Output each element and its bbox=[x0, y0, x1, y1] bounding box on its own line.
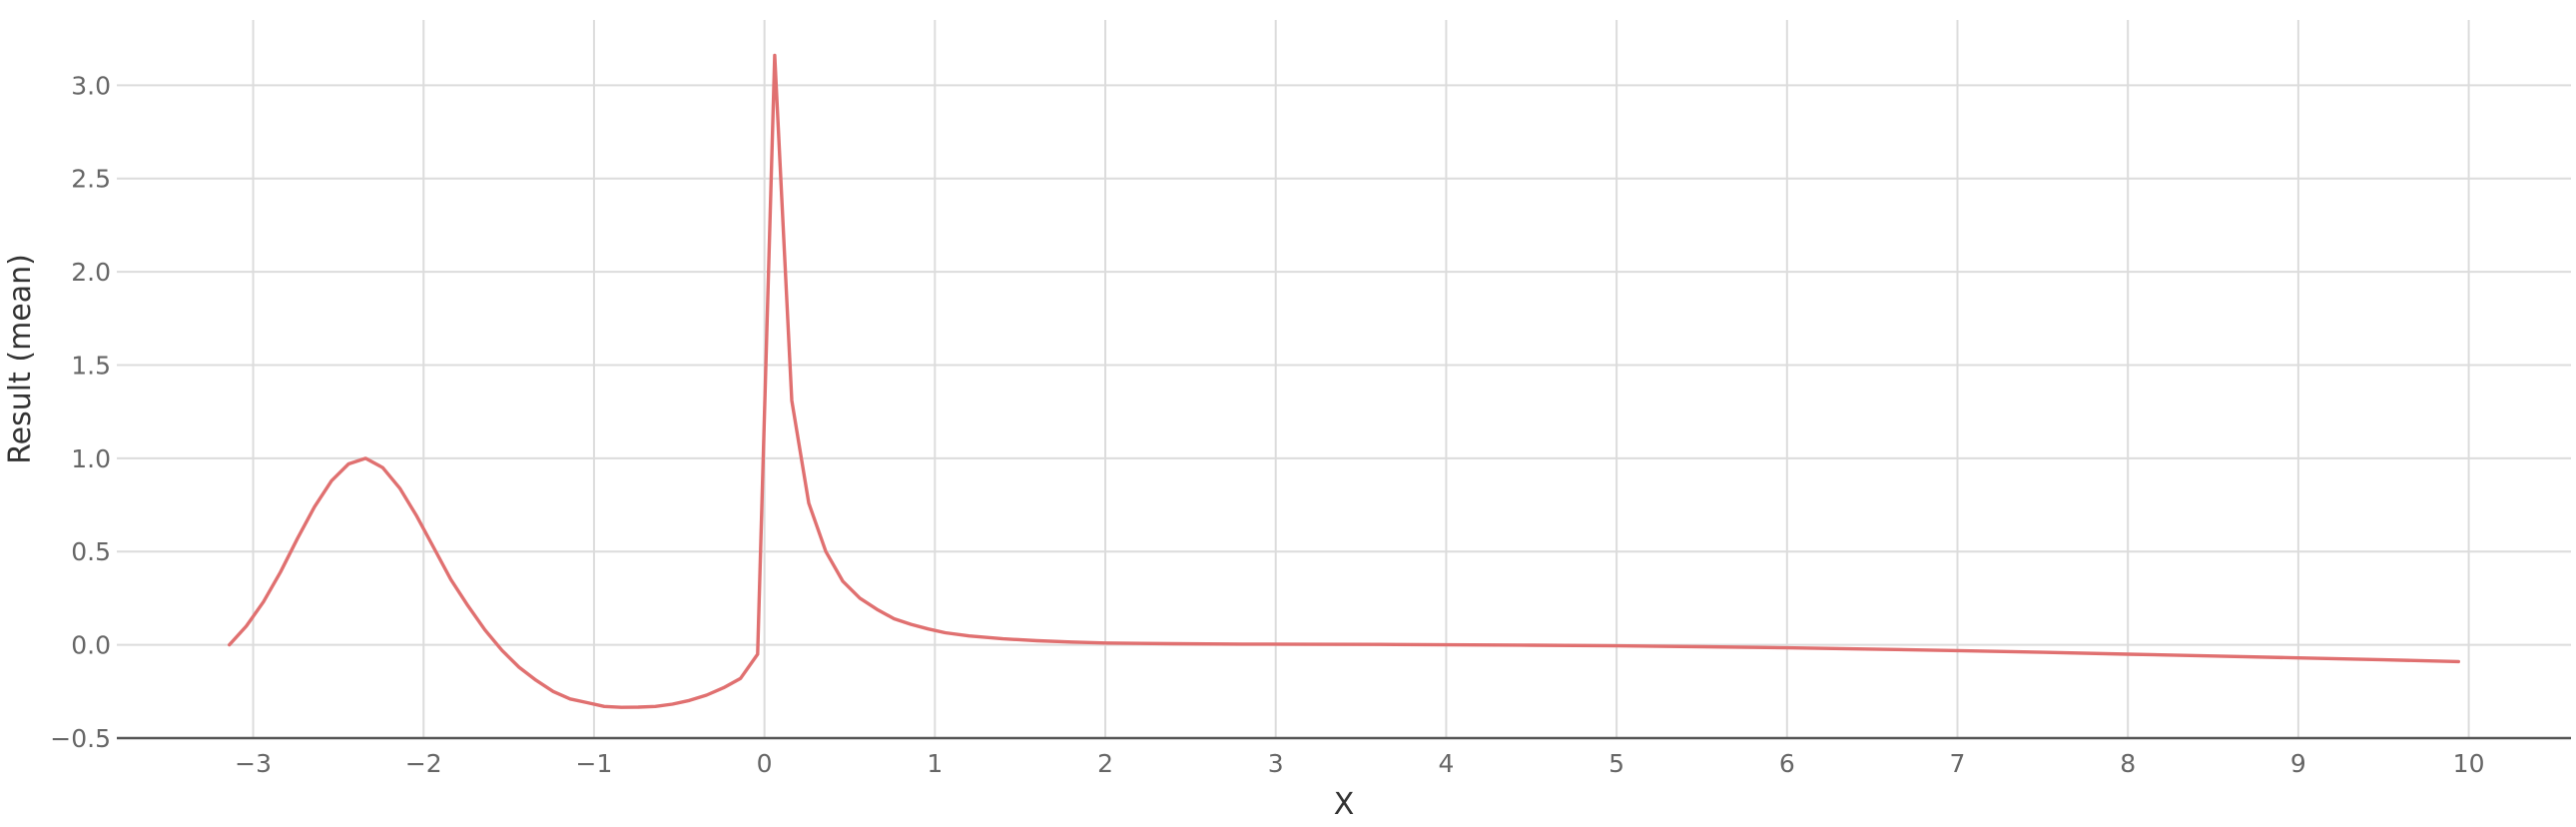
x-axis-title: X bbox=[1334, 787, 1355, 822]
series-line bbox=[228, 53, 2460, 709]
x-tick-label: 3 bbox=[1268, 749, 1284, 778]
y-tick-labels: −0.5 0.0 0.5 1.0 1.5 2.0 2.5 3.0 bbox=[50, 71, 111, 753]
y-tick-label: 2.5 bbox=[71, 165, 111, 194]
y-tick-label: −0.5 bbox=[50, 724, 111, 753]
x-tick-label: 5 bbox=[1609, 749, 1624, 778]
y-grid bbox=[117, 84, 2571, 646]
y-tick-label: 1.0 bbox=[71, 444, 111, 473]
y-tick-label: 2.0 bbox=[71, 258, 111, 287]
x-tick-label: 0 bbox=[757, 749, 773, 778]
x-tick-label: −1 bbox=[576, 749, 613, 778]
y-tick-label: 1.5 bbox=[71, 351, 111, 380]
x-tick-label: −3 bbox=[235, 749, 272, 778]
x-tick-label: 4 bbox=[1438, 749, 1454, 778]
x-tick-labels: −3 −2 −1 0 1 2 3 4 5 6 7 8 9 10 bbox=[235, 749, 2484, 778]
x-tick-label: −2 bbox=[405, 749, 442, 778]
y-tick-label: 0.5 bbox=[71, 537, 111, 566]
x-tick-label: 1 bbox=[927, 749, 943, 778]
series-group bbox=[228, 53, 2460, 709]
x-tick-label: 9 bbox=[2290, 749, 2306, 778]
x-tick-label: 2 bbox=[1097, 749, 1113, 778]
y-axis-title: Result (mean) bbox=[3, 254, 38, 464]
x-tick-label: 8 bbox=[2120, 749, 2136, 778]
x-grid bbox=[252, 20, 2470, 738]
x-tick-label: 6 bbox=[1779, 749, 1795, 778]
y-tick-label: 3.0 bbox=[71, 71, 111, 100]
y-tick-label: 0.0 bbox=[71, 631, 111, 660]
x-tick-label: 10 bbox=[2453, 749, 2485, 778]
x-tick-label: 7 bbox=[1950, 749, 1966, 778]
